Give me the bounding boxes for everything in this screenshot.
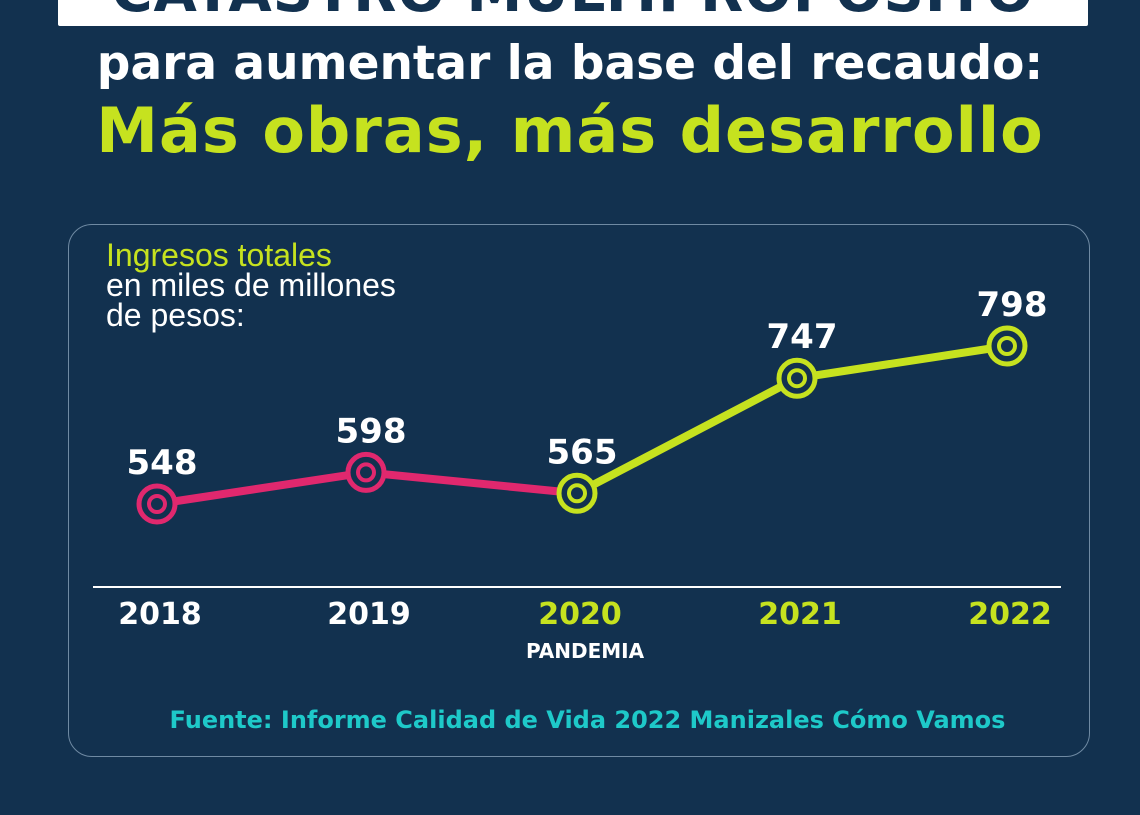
annotations: PANDEMIA [526, 639, 645, 663]
chart-title-line2: en miles de millones [106, 267, 396, 303]
tick-label-2018: 2018 [118, 597, 202, 632]
annotation-2020: PANDEMIA [526, 639, 645, 663]
headline: Más obras, más desarrollo [96, 94, 1044, 167]
value-label-2021: 747 [767, 317, 838, 357]
year-labels: 2018 2019 2020 2021 2022 [118, 597, 1052, 632]
tick-label-2019: 2019 [327, 597, 411, 632]
banner-title: CATASTRO MULTIPROPÓSITO [58, 0, 1088, 25]
chart-title-line1: Ingresos totales [106, 237, 332, 273]
line-segment-2019-2020 [362, 468, 581, 498]
marker-2022 [986, 325, 1028, 367]
marker-2018 [136, 483, 178, 525]
source-note: Fuente: Informe Calidad de Vida 2022 Man… [169, 706, 1006, 734]
marker-2020 [556, 472, 598, 514]
tick-label-2022: 2022 [968, 597, 1052, 632]
marker-2019 [345, 451, 387, 493]
line-segment-2020-2021 [573, 374, 801, 498]
value-label-2019: 598 [336, 411, 407, 451]
tick-label-2021: 2021 [758, 597, 842, 632]
line-segments [153, 342, 1011, 508]
line-segment-2021-2022 [793, 342, 1011, 383]
value-label-2018: 548 [127, 443, 198, 483]
value-label-2022: 798 [977, 285, 1048, 325]
marker-2021 [776, 357, 818, 399]
value-labels: 548 598 565 747 798 [127, 285, 1048, 483]
chart-title: Ingresos totales en miles de millones de… [106, 237, 396, 333]
chart-panel [68, 224, 1090, 757]
value-label-2020: 565 [547, 432, 618, 472]
chart-title-line3: de pesos: [106, 297, 245, 333]
data-markers [136, 325, 1028, 525]
subtitle: para aumentar la base del recaudo: [96, 36, 1044, 91]
line-segment-2018-2019 [153, 468, 370, 508]
title-banner: CATASTRO MULTIPROPÓSITO [58, 0, 1088, 26]
tick-label-2020: 2020 [538, 597, 622, 632]
